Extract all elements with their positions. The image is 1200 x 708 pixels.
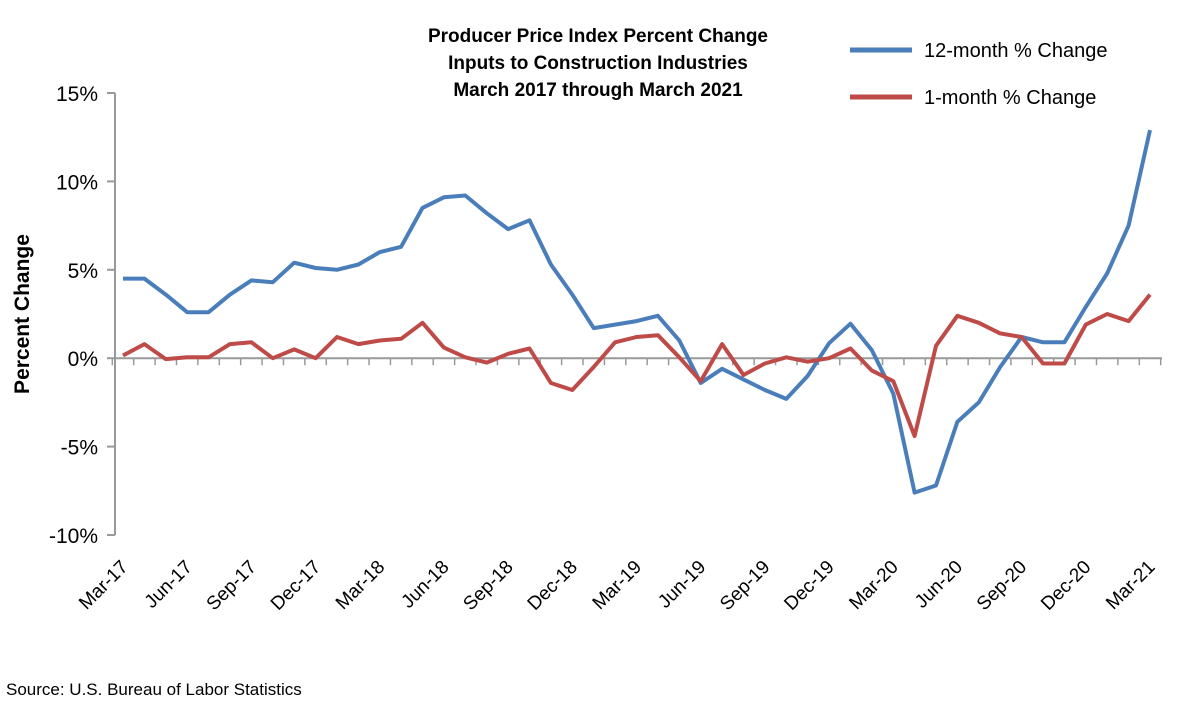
x-tick-label: Jun-17 (141, 557, 197, 613)
legend-label-1-month: 1-month % Change (924, 87, 1096, 109)
x-tick-label: Mar-20 (845, 557, 902, 614)
x-tick-label: Sep-19 (716, 557, 774, 615)
x-tick-label: Jun-18 (398, 557, 454, 613)
chart-title-line-2: Inputs to Construction Industries (448, 53, 748, 74)
series-lines (122, 129, 1152, 495)
y-tick-label: 10% (56, 171, 98, 194)
y-tick-label: 15% (56, 83, 98, 106)
series-line-1-month (122, 293, 1152, 438)
x-tick-label: Dec-19 (780, 557, 838, 615)
x-tick-label: Sep-18 (459, 557, 517, 615)
y-tick-label: -5% (61, 437, 98, 460)
x-tick-label: Mar-18 (332, 557, 389, 614)
y-tick-label: 5% (68, 260, 98, 283)
x-tick-label: Mar-17 (75, 557, 132, 614)
x-tick-label: Dec-17 (267, 557, 325, 615)
source-note: Source: U.S. Bureau of Labor Statistics (6, 680, 302, 699)
x-tick-label: Dec-18 (524, 557, 582, 615)
axes: -10%-5%0%5%10%15%Mar-17 Jun-17 Sep-17 Dec-1… (49, 83, 1162, 615)
x-tick-label: Jun-20 (911, 557, 967, 613)
y-tick-label: -10% (49, 525, 98, 548)
legend: 12-month % Change 1-month % Change (850, 40, 1107, 109)
chart-title-line-1: Producer Price Index Percent Change (428, 26, 768, 47)
y-tick-label: 0% (68, 348, 98, 371)
x-tick-label: Mar-19 (589, 557, 646, 614)
x-tick-label: Dec-20 (1037, 557, 1095, 615)
series-line-12-month (123, 129, 1152, 495)
x-tick-label: Mar-21 (1102, 557, 1159, 614)
chart-title-line-3: March 2017 through March 2021 (453, 80, 743, 101)
x-tick-label: Sep-17 (203, 557, 261, 615)
x-tick-label: Sep-20 (973, 557, 1031, 615)
legend-label-12-month: 12-month % Change (924, 40, 1107, 62)
x-tick-label: Jun-19 (654, 557, 710, 613)
y-axis-label: Percent Change (11, 234, 34, 394)
